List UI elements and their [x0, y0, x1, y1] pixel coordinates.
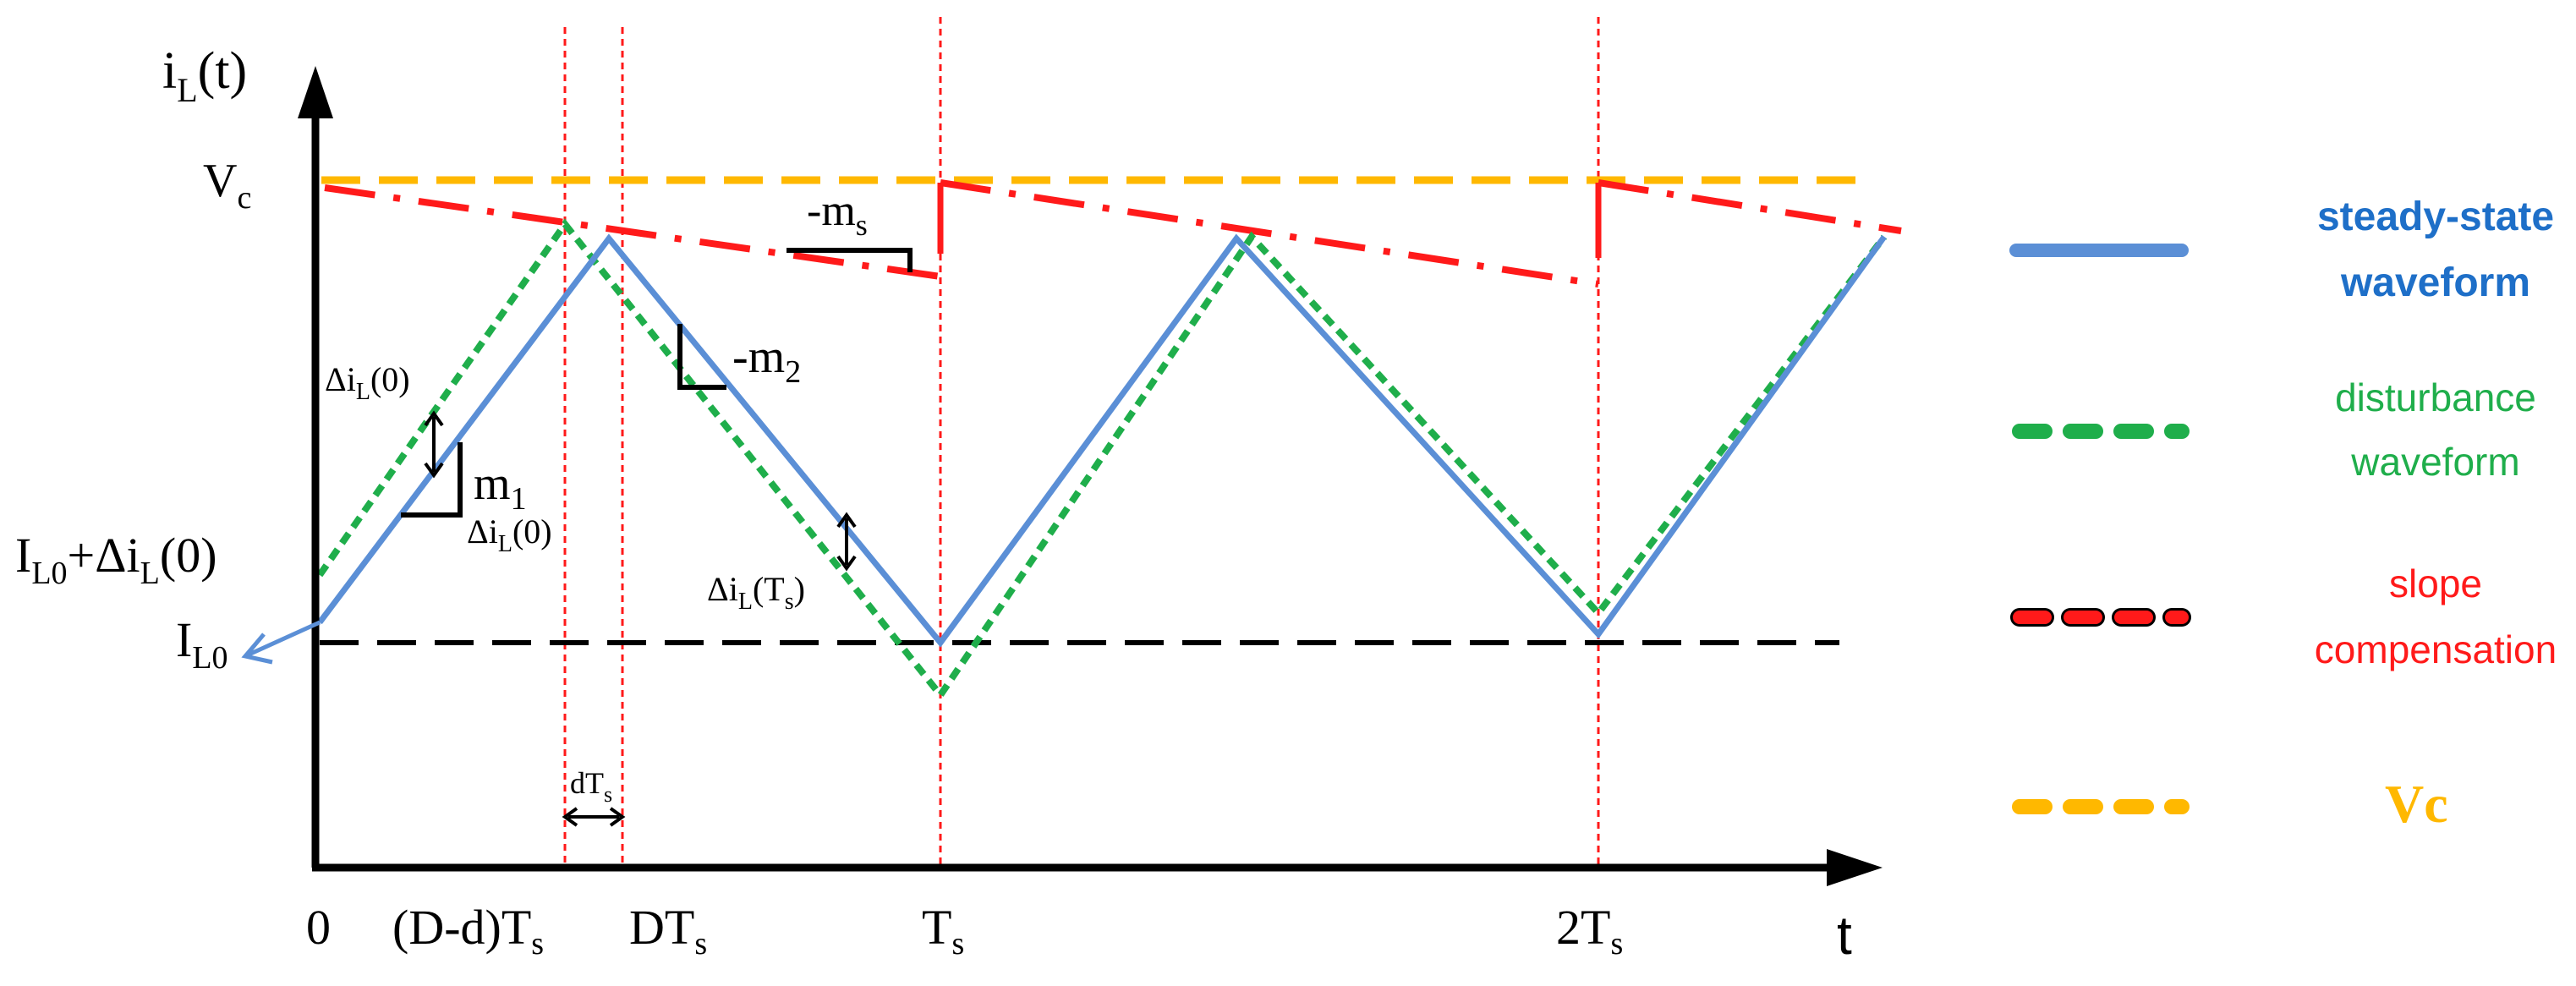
- delta-il0-lower-label: ΔiL(0): [467, 512, 552, 557]
- delta-arrows: [424, 410, 857, 827]
- disturbance-waveform: [316, 218, 1888, 701]
- legend-slope-text-2: compensation: [2315, 627, 2557, 671]
- ms-label: -ms: [807, 187, 868, 242]
- m2-slope-marker: [677, 324, 726, 390]
- slope-markers: [401, 248, 913, 518]
- delta-il0-upper-label: ΔiL(0): [325, 360, 410, 405]
- x-tick-zero: 0: [306, 900, 331, 955]
- steady-state-waveform: [317, 233, 1887, 648]
- m2-label: -m2: [732, 331, 801, 390]
- dts-arrow: [562, 807, 626, 827]
- delta-ilts-arrow: [836, 512, 857, 572]
- time-guides: [563, 17, 1600, 868]
- il0-level-label: IL0: [176, 612, 228, 676]
- slope-compensation-waveform: [324, 179, 1902, 288]
- x-tick-dts: DTs: [629, 900, 707, 961]
- vc-level-label: Vc: [203, 155, 251, 216]
- x-tick-2ts: 2Ts: [1556, 900, 1623, 961]
- m1-label: m1: [474, 457, 527, 517]
- il0-pointer-shaft: [245, 620, 321, 658]
- slope-ramp-1: [324, 184, 941, 280]
- slope-ramp-3: [1598, 179, 1902, 234]
- legend-steady-text-2: waveform: [2340, 260, 2530, 305]
- m1-slope-marker: [401, 442, 463, 518]
- axes: [298, 66, 1883, 886]
- il0-pointer: [241, 620, 321, 665]
- x-tick-ts: Ts: [922, 900, 964, 961]
- il0-pointer-head: [241, 633, 273, 665]
- x-axis-arrowhead: [1827, 849, 1883, 886]
- legend-disturbance-text-1: disturbance: [2335, 375, 2536, 419]
- y-axis-label: iL(t): [162, 42, 247, 109]
- legend-steady-text-1: steady-state: [2317, 194, 2554, 239]
- x-tick-d-minus-d-ts: (D-d)Ts: [392, 900, 544, 961]
- x-axis-label: t: [1837, 905, 1852, 966]
- legend-disturbance-text-2: waveform: [2350, 440, 2519, 484]
- legend: steady-state waveform disturbance wavefo…: [2009, 194, 2557, 834]
- slope-ramp-2: [940, 179, 1599, 288]
- dts-label: dTs: [570, 766, 612, 807]
- delta-il0-arrow: [424, 410, 444, 479]
- il0-plus-delta-label: IL0+ΔiL(0): [15, 528, 217, 591]
- legend-vc-text: Vc: [2385, 774, 2448, 834]
- delta-ilts-label: ΔiL(Ts): [707, 570, 805, 615]
- ms-slope-marker: [787, 248, 913, 272]
- y-axis-arrowhead: [298, 66, 333, 118]
- legend-slope-text-1: slope: [2389, 561, 2482, 605]
